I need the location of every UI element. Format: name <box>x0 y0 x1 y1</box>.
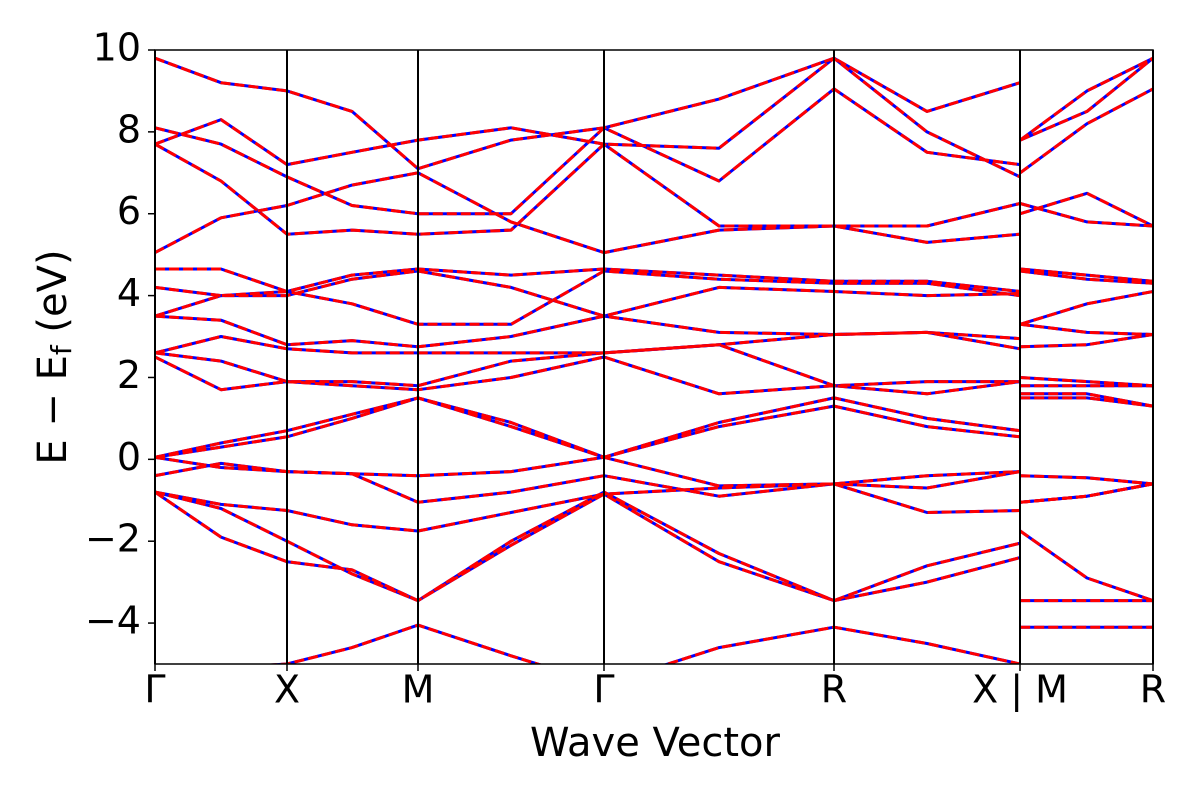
band-line <box>155 267 1153 293</box>
x-tick-label: M <box>402 668 435 712</box>
y-label-part: E − E <box>30 355 76 465</box>
band-line <box>155 355 1153 396</box>
band-line <box>155 171 1153 255</box>
band-line <box>155 314 1153 349</box>
band-line <box>155 392 1153 459</box>
y-label-sub: f <box>45 344 78 355</box>
x-tick-label: Γ <box>144 668 165 712</box>
band-line <box>155 392 1153 459</box>
y-axis-label: E − Ef (eV) <box>30 249 78 464</box>
y-tick-label: 0 <box>117 435 141 479</box>
y-tick-label: 8 <box>117 107 141 151</box>
x-tick-label: X | M <box>972 668 1068 713</box>
y-label-part: (eV) <box>30 249 76 345</box>
x-tick-label: R <box>821 668 847 712</box>
y-tick-label: 2 <box>117 353 141 397</box>
band-line <box>155 56 1153 179</box>
band-line <box>155 269 1153 318</box>
band-line <box>155 396 1153 459</box>
band-line <box>155 490 1153 603</box>
plot-frame <box>154 49 1154 665</box>
band-line <box>155 56 1153 179</box>
x-tick-label: R <box>1140 668 1166 712</box>
band-line <box>155 269 1153 326</box>
band-line <box>155 355 1153 396</box>
band-line <box>155 455 1153 488</box>
band-line <box>155 142 1153 236</box>
bands <box>155 56 1153 664</box>
band-line <box>155 269 1153 326</box>
band-line <box>155 87 1153 216</box>
y-tick-label: 4 <box>117 271 141 315</box>
band-line <box>262 623 1153 664</box>
band-line <box>155 142 1153 236</box>
band-line <box>155 56 1153 171</box>
band-line <box>155 461 1153 504</box>
y-tick-label: 6 <box>117 189 141 233</box>
band-line <box>155 490 1153 603</box>
y-tick-label: 10 <box>93 26 141 70</box>
x-tick-label: X <box>274 668 300 712</box>
y-tick-label: −2 <box>85 517 141 561</box>
band-line <box>155 343 1153 388</box>
x-axis-label: Wave Vector <box>530 720 781 766</box>
x-tick-label: Γ <box>593 668 614 712</box>
y-tick-label: −4 <box>85 599 141 643</box>
